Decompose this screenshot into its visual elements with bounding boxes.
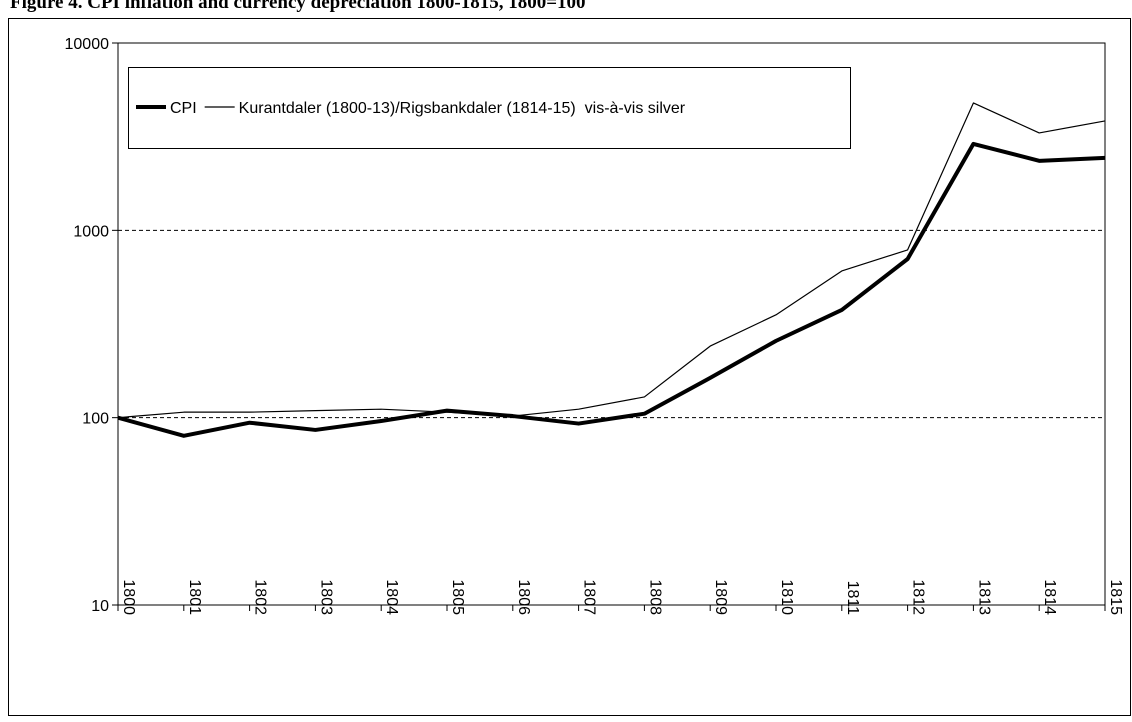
x-tick-label: 1813 [975,579,992,615]
y-tick-label: 10000 [65,36,110,53]
x-tick-label: 1811 [844,581,861,616]
y-tick-label: 10 [91,598,109,615]
x-tick-label: 1810 [778,579,795,615]
x-tick-label: 1815 [1107,579,1124,615]
y-tick-label: 100 [82,411,109,428]
legend: CPI Kurantdaler (1800-13)/Rigsbankdaler (… [128,67,851,149]
x-tick-label: 1806 [515,579,532,615]
series-line [117,102,1106,419]
x-tick-label: 1812 [910,579,927,615]
x-tick-label: 1809 [712,579,729,615]
legend-box [128,67,851,149]
x-tick-label: 1805 [449,579,466,615]
x-tick-label: 1807 [581,579,598,615]
legend-label: CPI [170,100,197,117]
x-tick-label: 1808 [646,579,663,615]
y-tick-label: 1000 [73,223,109,240]
x-tick-label: 1804 [383,579,400,615]
frame [8,18,1131,716]
x-tick-label: 1803 [317,579,334,615]
series-line [117,141,1106,438]
x-tick-label: 1800 [120,579,137,615]
x-tick-label: 1801 [186,579,203,615]
chart-title: Figure 4. CPI inflation and currency dep… [10,0,586,13]
legend-label: Kurantdaler (1800-13)/Rigsbankdaler (181… [239,100,686,117]
x-tick-label: 1802 [252,579,269,615]
x-tick-label: 1814 [1041,579,1058,615]
